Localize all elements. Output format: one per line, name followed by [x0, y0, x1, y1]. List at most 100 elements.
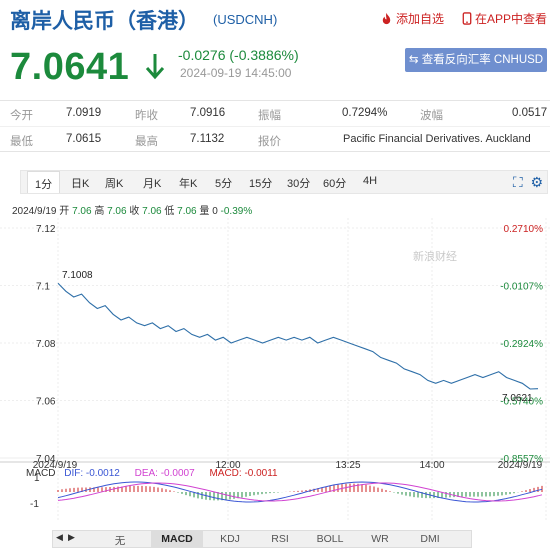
pct-tick-label: 0.2710% — [504, 224, 544, 235]
indicator-dmi[interactable]: DMI — [420, 533, 440, 545]
phone-icon — [462, 12, 472, 25]
y-tick-label: 7.06 — [36, 397, 56, 408]
legend-vol: 0 — [212, 206, 218, 217]
price-line — [57, 282, 539, 390]
macd-label: MACD — [26, 468, 56, 479]
tab-15min[interactable]: 15分 — [249, 178, 273, 190]
stat-value: 7.1132 — [190, 133, 225, 145]
indicator-rsi[interactable]: RSI — [271, 533, 289, 545]
stat-value: 0.0517 — [512, 107, 548, 119]
stat-label: 波幅 — [420, 110, 443, 122]
current-price: 7.0641 — [10, 46, 130, 88]
x-tick-label: 2024/9/19 — [498, 460, 543, 471]
indicator-tabs: 无 MACD KDJ RSI BOLL WR DMI — [52, 530, 472, 548]
legend-open: 7.06 — [72, 206, 92, 217]
stat-label: 昨收 — [135, 110, 158, 122]
indicator-kdj[interactable]: KDJ — [220, 533, 240, 545]
macd-value: MACD: -0.0011 — [209, 468, 278, 479]
down-arrow-icon — [145, 54, 165, 80]
legend-low: 7.06 — [177, 206, 197, 217]
last-price-label: 7.0621 — [502, 393, 533, 404]
price-chart[interactable]: 新浪财经 7.12 7.1 7.08 7.06 7.04 0.2710% -0.0107%… — [0, 218, 550, 530]
period-tabs: 1分 日K 周K 月K 年K 5分 15分 30分 60分 4H ⛶ ⚙ — [20, 170, 548, 194]
price-change: -0.0276 (-0.3886%) — [178, 47, 299, 63]
y-axis-labels: 7.12 7.1 7.08 7.06 7.04 — [36, 224, 56, 465]
legend-pct: -0.39% — [220, 206, 253, 217]
macd-dif-line — [57, 481, 543, 503]
pct-tick-label: -0.8557% — [500, 454, 543, 465]
x-tick-label: 13:25 — [335, 460, 360, 471]
macd-dea-line — [57, 482, 543, 502]
y-tick-label: 7.1 — [36, 282, 50, 293]
y-tick-label: 7.04 — [36, 454, 56, 465]
tab-4h[interactable]: 4H — [363, 175, 378, 187]
y-tick-label: 7.08 — [36, 339, 56, 350]
stat-label: 振幅 — [258, 110, 281, 122]
open-in-app-button[interactable]: 在APP中查看 — [462, 10, 547, 27]
legend-open-label: 开 — [59, 206, 70, 217]
pct-tick-label: -0.5740% — [500, 397, 543, 408]
settings-icon[interactable]: ⚙ — [530, 174, 543, 190]
quote-time: 2024-09-19 14:45:00 — [180, 66, 292, 80]
tab-60min[interactable]: 60分 — [323, 178, 347, 190]
indicator-macd[interactable]: MACD — [151, 531, 203, 547]
symbol-code: (USDCNH) — [213, 12, 278, 27]
pct-tick-label: -0.0107% — [500, 282, 543, 293]
nav-left-icon[interactable]: ◀ — [56, 532, 63, 542]
open-in-app-label: 在APP中查看 — [475, 12, 548, 26]
macd-tick-label: 1 — [34, 473, 40, 484]
x-tick-label: 2024/9/19 — [33, 460, 78, 471]
reverse-rate-label: 查看反向汇率 CNHUSD — [421, 54, 544, 66]
tab-1min[interactable]: 1分 — [27, 171, 61, 193]
stat-value: 0.7294% — [342, 107, 388, 119]
stat-value: Pacific Financial Derivatives. Auckland — [343, 133, 531, 145]
stat-label: 今开 — [10, 110, 33, 122]
indicator-none[interactable]: 无 — [114, 535, 126, 547]
reverse-rate-button[interactable]: ⇆ 查看反向汇率 CNHUSD — [405, 48, 547, 72]
legend-vol-label: 量 — [199, 206, 210, 217]
legend-close: 7.06 — [142, 206, 162, 217]
stat-value: 7.0916 — [190, 107, 226, 119]
x-tick-label: 14:00 — [419, 460, 444, 471]
legend-low-label: 低 — [164, 206, 175, 217]
legend-close-label: 收 — [129, 206, 140, 217]
fire-icon — [382, 12, 391, 25]
pct-tick-label: -0.2924% — [500, 339, 543, 350]
page-title: 离岸人民币（香港） — [10, 9, 199, 33]
chart-watermark: 新浪财经 — [413, 249, 457, 263]
macd-legend: MACD DIF: -0.0012 DEA: -0.0007 MACD: -0.… — [26, 468, 290, 479]
header: 离岸人民币（香港） (USDCNH) 添加自选 在APP中查看 — [0, 0, 550, 36]
macd-dea: DEA: -0.0007 — [134, 468, 195, 479]
indicator-nav: ◀ ▶ — [56, 532, 75, 543]
y-tick-label: 7.12 — [36, 224, 56, 235]
x-tick-label: 12:00 — [215, 460, 240, 471]
indicator-boll[interactable]: BOLL — [316, 533, 344, 545]
x-axis-labels: 2024/9/19 12:00 13:25 14:00 2024/9/19 — [33, 460, 543, 471]
macd-dif: DIF: -0.0012 — [64, 468, 120, 479]
nav-right-icon[interactable]: ▶ — [67, 532, 75, 542]
chart-grid — [0, 218, 550, 522]
macd-tick-label: -1 — [30, 499, 39, 510]
indicator-wr[interactable]: WR — [371, 533, 389, 545]
high-label: 7.1008 — [62, 270, 93, 281]
add-favorite-label: 添加自选 — [396, 12, 445, 26]
stat-value: 7.0919 — [66, 107, 102, 119]
stats-row: 今开 7.0919 昨收 7.0916 振幅 0.7294% 波幅 0.0517 — [0, 101, 550, 127]
tab-30min[interactable]: 30分 — [287, 178, 311, 190]
tab-year[interactable]: 年K — [179, 178, 198, 190]
stat-value: 7.0615 — [66, 133, 102, 145]
add-favorite-button[interactable]: 添加自选 — [380, 10, 444, 27]
chart-tools: ⛶ ⚙ — [513, 174, 543, 191]
tab-day[interactable]: 日K — [71, 178, 90, 190]
fullscreen-icon[interactable]: ⛶ — [512, 174, 523, 190]
stat-label: 报价 — [258, 136, 281, 148]
stats-table: 今开 7.0919 昨收 7.0916 振幅 0.7294% 波幅 0.0517… — [0, 100, 550, 152]
tab-month[interactable]: 月K — [143, 178, 162, 190]
legend-date: 2024/9/19 — [12, 206, 57, 217]
pct-axis-labels: 0.2710% -0.0107% -0.2924% -0.5740% -0.8557% — [500, 224, 543, 465]
legend-high: 7.06 — [107, 206, 127, 217]
stat-label: 最低 — [10, 136, 33, 148]
tab-week[interactable]: 周K — [105, 178, 124, 190]
tab-5min[interactable]: 5分 — [215, 178, 233, 190]
stats-row: 最低 7.0615 最高 7.1132 报价 Pacific Financial… — [0, 127, 550, 153]
